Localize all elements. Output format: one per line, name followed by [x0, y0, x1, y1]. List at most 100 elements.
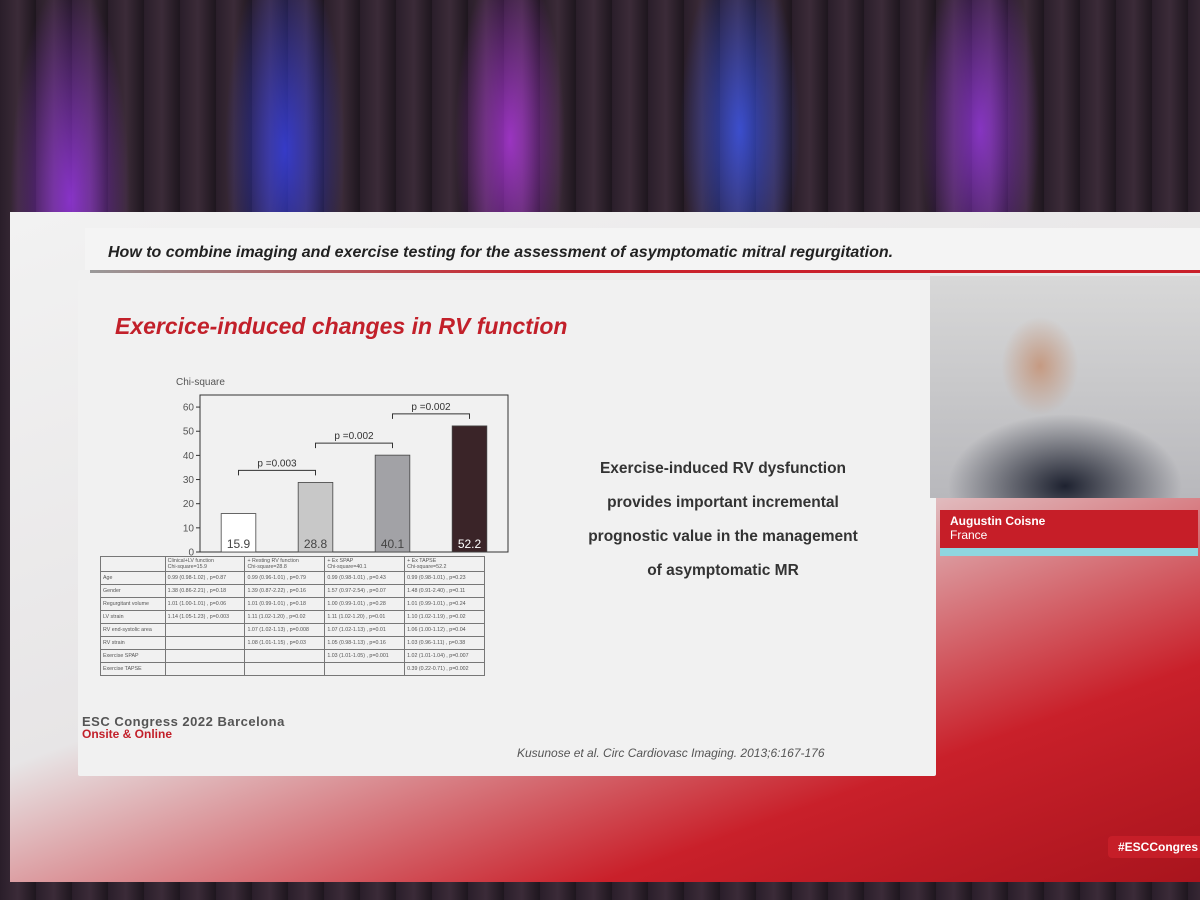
table-cell — [164, 649, 246, 663]
table-cell: 1.11 (1.02-1.20) , p=0.02 — [244, 610, 326, 624]
value-label: 28.8 — [304, 537, 328, 551]
speaker-video — [930, 276, 1200, 498]
table-cell: Age — [100, 571, 166, 585]
hashtag: #ESCCongres — [1108, 836, 1200, 858]
table-cell: 1.10 (1.02-1.19) , p=0.02 — [404, 610, 485, 624]
table-row: Exercise SPAP 1.03 (1.01-1.05) , p=0.001 1… — [100, 649, 485, 663]
table-cell — [324, 662, 406, 676]
table-cell: 0.99 (0.96-1.01) , p=0.79 — [244, 571, 326, 585]
table-cell: 1.11 (1.02-1.20) , p=0.01 — [324, 610, 406, 624]
table-cell: 0.39 (0.22-0.71) , p=0.002 — [404, 662, 485, 676]
y-tick-label: 50 — [183, 427, 195, 438]
table-cell: RV strain — [100, 636, 166, 650]
table-cell: 1.01 (0.99-1.01) , p=0.24 — [404, 597, 485, 611]
speaker-country: France — [950, 528, 988, 542]
header-line: + Ex SPAP — [327, 558, 354, 564]
table-cell: 1.08 (1.01-1.15) , p=0.03 — [244, 636, 326, 650]
chart: Chi-square 0 10 20 30 40 50 60 15.9 28.8 40.1 52.2 p… — [176, 377, 509, 559]
table-cell: 1.02 (1.01-1.04) , p=0.007 — [404, 649, 485, 663]
bar — [451, 425, 488, 553]
table-row: Exercise TAPSE 0.39 (0.22-0.71) , p=0.002 — [100, 662, 485, 676]
slide-title: Exercice-induced changes in RV function — [115, 313, 568, 339]
bar — [374, 454, 411, 553]
y-tick-label: 10 — [183, 523, 195, 534]
data-table: Clinical+LV function Chi-square=15.9 + Res… — [100, 556, 485, 676]
table-cell: + Ex TAPSE Chi-square=52.2 — [404, 556, 485, 572]
table-cell: 1.01 (1.00-1.01) , p=0.06 — [164, 597, 246, 611]
table-cell: 0.99 (0.98-1.01) , p=0.23 — [404, 571, 485, 585]
plot-frame — [199, 394, 509, 553]
message-line: Exercise-induced RV dysfunction — [599, 460, 847, 477]
header-rule — [90, 270, 1200, 273]
p-value: p =0.002 — [334, 431, 374, 442]
table-cell: 1.07 (1.02-1.13) , p=0.01 — [324, 623, 406, 637]
table-cell: 1.06 (1.00-1.12) , p=0.04 — [404, 623, 485, 637]
table-cell: 1.07 (1.02-1.13) , p=0.008 — [244, 623, 326, 637]
event-name: ESC Congress 2022 Barcelona — [82, 714, 285, 729]
p-value: p =0.002 — [411, 402, 451, 413]
header-title: How to combine imaging and exercise test… — [108, 244, 894, 261]
table-cell: Gender — [100, 584, 166, 598]
value-label: 52.2 — [458, 537, 482, 551]
table-cell: LV strain — [100, 610, 166, 624]
message-line: prognostic value in the management — [588, 528, 858, 545]
message-line: of asymptomatic MR — [647, 562, 799, 579]
table-cell: Exercise SPAP — [100, 649, 166, 663]
event-subtitle: Onsite & Online — [82, 727, 173, 741]
table-cell — [100, 556, 166, 572]
table-cell: 1.38 (0.86-2.21) , p=0.18 — [164, 584, 246, 598]
table-cell: 0.99 (0.98-1.02) , p=0.87 — [164, 571, 246, 585]
y-tick-label: 0 — [188, 548, 194, 559]
header-line: + Resting RV function — [247, 558, 299, 564]
citation: Kusunose et al. Circ Cardiovasc Imaging.… — [517, 746, 825, 760]
table-row: Age 0.99 (0.98-1.02) , p=0.87 0.99 (0.96-1… — [100, 571, 485, 585]
table-row: RV strain 1.08 (1.01-1.15) , p=0.03 1.05 (… — [100, 636, 485, 650]
bar — [220, 513, 257, 553]
y-tick-label: 20 — [183, 499, 195, 510]
table-header: Clinical+LV function Chi-square=15.9 + Res… — [100, 556, 485, 572]
table-cell: 1.39 (0.87-2.22) , p=0.16 — [244, 584, 326, 598]
y-tick-label: 30 — [183, 475, 195, 486]
header-line: Chi-square=15.9 — [167, 564, 207, 570]
header-line: Chi-square=40.1 — [327, 564, 367, 570]
speaker-name: Augustin Coisne — [950, 514, 1046, 528]
bracket — [392, 413, 470, 419]
bracket — [315, 442, 393, 449]
header-line: Chi-square=52.2 — [407, 564, 447, 570]
message: Exercise-induced RV dysfunction provides … — [548, 452, 898, 588]
value-label: 40.1 — [381, 537, 405, 551]
table-row: Gender 1.38 (0.86-2.21) , p=0.18 1.39 (0.8… — [100, 584, 485, 598]
y-tick-label: 40 — [183, 451, 195, 462]
table-cell: + Resting RV function Chi-square=28.8 — [244, 556, 326, 572]
table-cell — [164, 636, 246, 650]
header-bar — [85, 228, 1200, 270]
p-value: p =0.003 — [257, 458, 297, 469]
table-cell: RV end-systolic area — [100, 623, 166, 637]
table-cell: 1.05 (0.98-1.13) , p=0.16 — [324, 636, 406, 650]
table-cell: 1.03 (1.01-1.05) , p=0.001 — [324, 649, 406, 663]
table-cell — [244, 662, 326, 676]
header-line: + Ex TAPSE — [407, 558, 437, 564]
table-cell: 1.14 (1.05-1.23) , p=0.003 — [164, 610, 246, 624]
table-cell: 1.00 (0.99-1.01) , p=0.28 — [324, 597, 406, 611]
table-cell: Exercise TAPSE — [100, 662, 166, 676]
table-cell: 1.48 (0.91-2.40) , p=0.11 — [404, 584, 485, 598]
table-row: Regurgitant volume 1.01 (1.00-1.01) , p=0… — [100, 597, 485, 611]
bar — [297, 482, 334, 553]
y-axis-label: Chi-square — [176, 377, 225, 388]
table-cell — [244, 649, 326, 663]
table-cell: 0.99 (0.98-1.01) , p=0.43 — [324, 571, 406, 585]
table-row: LV strain 1.14 (1.05-1.23) , p=0.003 1.11 … — [100, 610, 485, 624]
header-line: Chi-square=28.8 — [247, 564, 287, 570]
table-cell: + Ex SPAP Chi-square=40.1 — [324, 556, 406, 572]
table-row: RV end-systolic area 1.07 (1.02-1.13) , p… — [100, 623, 485, 637]
bracket — [238, 469, 316, 476]
table-cell: 1.57 (0.97-2.54) , p=0.07 — [324, 584, 406, 598]
table-cell — [164, 623, 246, 637]
table-cell: 1.03 (0.96-1.11) , p=0.38 — [404, 636, 485, 650]
name-box — [940, 510, 1198, 548]
message-line: provides important incremental — [607, 494, 839, 511]
value-label: 15.9 — [227, 537, 251, 551]
table-cell: Clinical+LV function Chi-square=15.9 — [164, 556, 246, 572]
y-tick-label: 60 — [183, 403, 195, 414]
